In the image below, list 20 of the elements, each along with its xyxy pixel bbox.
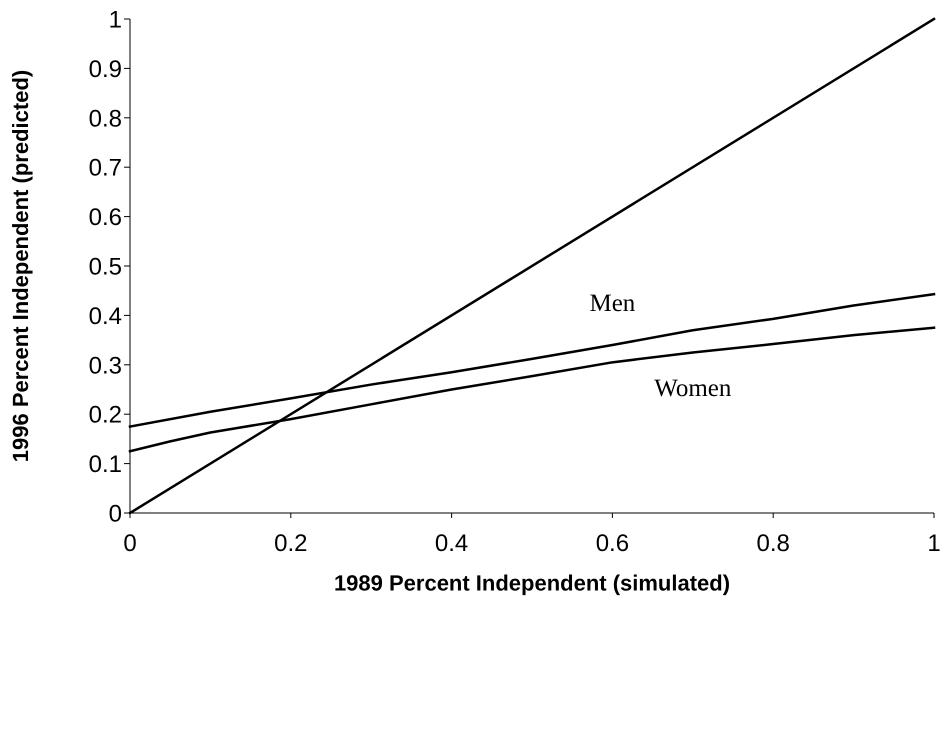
- x-axis-title: 1989 Percent Independent (simulated): [334, 570, 730, 596]
- y-tick-label: 0.3: [88, 352, 122, 380]
- y-tick-label: 0.2: [88, 402, 122, 429]
- x-tick-label: 0.2: [274, 530, 308, 558]
- y-tick-label: 0.1: [88, 451, 122, 478]
- series-label: Men: [589, 290, 636, 318]
- y-tick-label: 0.7: [88, 154, 122, 182]
- x-tick-label: 1: [927, 530, 941, 558]
- x-tick-label: 0.6: [596, 530, 630, 558]
- y-tick-label: 1: [108, 6, 122, 34]
- x-tick-label: 0.4: [434, 530, 468, 558]
- y-tick-label: 0.9: [88, 56, 122, 83]
- y-tick-label: 0.4: [88, 302, 122, 330]
- y-tick-label: 0.8: [88, 105, 122, 132]
- y-axis-title: 1996 Percent Independent (predicted): [8, 70, 33, 462]
- y-tick-label: 0: [108, 500, 122, 528]
- x-tick-label: 0.8: [756, 530, 790, 558]
- series-label: Women: [654, 375, 732, 402]
- y-tick-label: 0.5: [88, 254, 122, 281]
- y-tick-label: 0.6: [88, 204, 122, 232]
